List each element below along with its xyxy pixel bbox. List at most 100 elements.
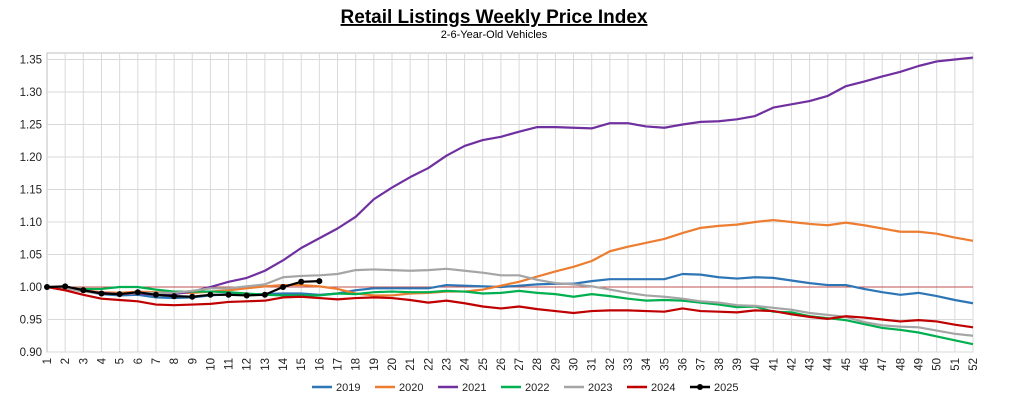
- y-tick-label: 0.90: [20, 347, 42, 359]
- x-axis: 1 2 3 4 5 6 7 8 9 10 11 12 13 14 15 16 17 18 19 20 21 22 23 24 2…: [42, 357, 980, 370]
- legend-item-2023: 2023: [564, 382, 612, 394]
- point-2025: [98, 290, 105, 297]
- point-2025: [189, 293, 196, 300]
- point-2025: [316, 278, 323, 285]
- y-tick-label: 1.25: [20, 120, 42, 132]
- x-tick-label: 8: [169, 358, 181, 364]
- x-tick-label: 21: [405, 358, 417, 371]
- legend: 2019 2020 2021 2022 2023 2024 2025: [312, 382, 738, 394]
- y-tick-label: 1.30: [20, 87, 42, 99]
- x-tick-label: 27: [514, 358, 526, 371]
- point-2025: [80, 287, 87, 294]
- legend-label: 2024: [651, 382, 675, 394]
- x-tick-label: 26: [496, 358, 508, 371]
- x-tick-label: 51: [950, 358, 962, 371]
- point-2025: [280, 284, 287, 290]
- series-line-2023: [46, 267, 974, 337]
- legend-item-2025: 2025: [690, 382, 738, 394]
- x-tick-label: 44: [823, 357, 835, 370]
- x-tick-label: 17: [333, 358, 345, 371]
- legend-item-2021: 2021: [438, 382, 486, 394]
- y-tick-label: 1.15: [20, 185, 42, 197]
- point-2025: [62, 283, 69, 290]
- x-tick-label: 14: [278, 357, 290, 370]
- x-tick-label: 42: [786, 358, 798, 371]
- x-tick-label: 15: [296, 358, 308, 371]
- point-2025: [207, 291, 214, 298]
- legend-item-2024: 2024: [627, 382, 675, 394]
- x-tick-label: 4: [96, 357, 108, 364]
- point-2025: [298, 278, 305, 285]
- y-tick-label: 1.10: [20, 217, 42, 229]
- legend-label: 2022: [525, 382, 549, 394]
- x-tick-label: 18: [351, 358, 363, 371]
- x-tick-label: 50: [932, 358, 944, 371]
- point-2025: [243, 292, 250, 299]
- x-tick-label: 32: [605, 358, 617, 371]
- series-line-2025: [46, 280, 320, 298]
- y-axis: 0.90 0.95 1.00 1.05 1.10 1.15 1.20 1.25 1.30 1.35: [20, 55, 42, 360]
- legend-label: 2025: [714, 382, 738, 394]
- x-tick-label: 35: [659, 358, 671, 371]
- x-tick-label: 10: [205, 358, 217, 371]
- x-tick-label: 29: [550, 358, 562, 371]
- x-tick-label: 39: [732, 358, 744, 371]
- x-tick-label: 13: [260, 358, 272, 371]
- x-tick-label: 5: [115, 358, 127, 364]
- x-tick-label: 9: [187, 358, 199, 364]
- series-line-2024: [46, 285, 974, 329]
- x-tick-label: 6: [133, 358, 145, 364]
- x-tick-label: 22: [423, 358, 435, 371]
- legend-label: 2019: [336, 382, 360, 394]
- x-tick-label: 46: [859, 358, 871, 371]
- series-lines: [44, 56, 974, 346]
- x-tick-label: 34: [641, 357, 653, 370]
- x-tick-label: 36: [677, 358, 689, 371]
- x-tick-label: 52: [968, 358, 980, 371]
- x-tick-label: 19: [369, 358, 381, 371]
- x-tick-label: 11: [224, 358, 236, 370]
- legend-label: 2020: [399, 382, 423, 394]
- x-tick-label: 33: [623, 358, 635, 371]
- plot-border: [46, 52, 974, 353]
- horizontal-gridlines: [47, 59, 973, 353]
- legend-marker: [697, 384, 703, 390]
- vertical-gridlines: [64, 53, 974, 352]
- x-tick-label: 37: [696, 358, 708, 371]
- x-tick-label: 16: [314, 358, 326, 371]
- y-tick-label: 1.00: [20, 282, 42, 294]
- x-tick-label: 49: [914, 358, 926, 371]
- x-tick-label: 7: [151, 358, 163, 364]
- y-tick-label: 1.20: [20, 152, 42, 164]
- y-tick-label: 0.95: [20, 315, 42, 327]
- x-tick-label: 41: [768, 358, 780, 371]
- x-tick-label: 40: [750, 358, 762, 371]
- x-tick-label: 2: [60, 358, 72, 364]
- x-tick-label: 48: [895, 358, 907, 371]
- point-2025: [152, 291, 159, 298]
- x-tick-label: 20: [387, 358, 399, 371]
- x-tick-label: 30: [569, 358, 581, 371]
- x-tick-label: 47: [877, 358, 889, 371]
- legend-label: 2023: [588, 382, 612, 394]
- chart-title: Retail Listings Weekly Price Index: [341, 7, 648, 28]
- x-tick-label: 23: [441, 358, 453, 371]
- point-2025: [171, 293, 178, 300]
- x-tick-label: 3: [78, 358, 90, 364]
- point-2025: [261, 291, 268, 298]
- x-tick-label: 25: [478, 358, 490, 371]
- x-tick-label: 12: [242, 358, 254, 371]
- legend-item-2019: 2019: [312, 382, 360, 394]
- point-2025: [134, 289, 141, 296]
- plot-area: [46, 52, 974, 353]
- x-tick-label: 24: [460, 357, 472, 370]
- x-tick-label: 31: [587, 358, 599, 371]
- x-tick-label: 38: [714, 358, 726, 371]
- legend-label: 2021: [462, 382, 486, 394]
- point-2025: [116, 291, 123, 298]
- legend-item-2020: 2020: [375, 382, 423, 394]
- x-tick-label: 1: [42, 358, 54, 364]
- x-tick-label: 45: [841, 358, 853, 371]
- point-2025: [225, 291, 232, 298]
